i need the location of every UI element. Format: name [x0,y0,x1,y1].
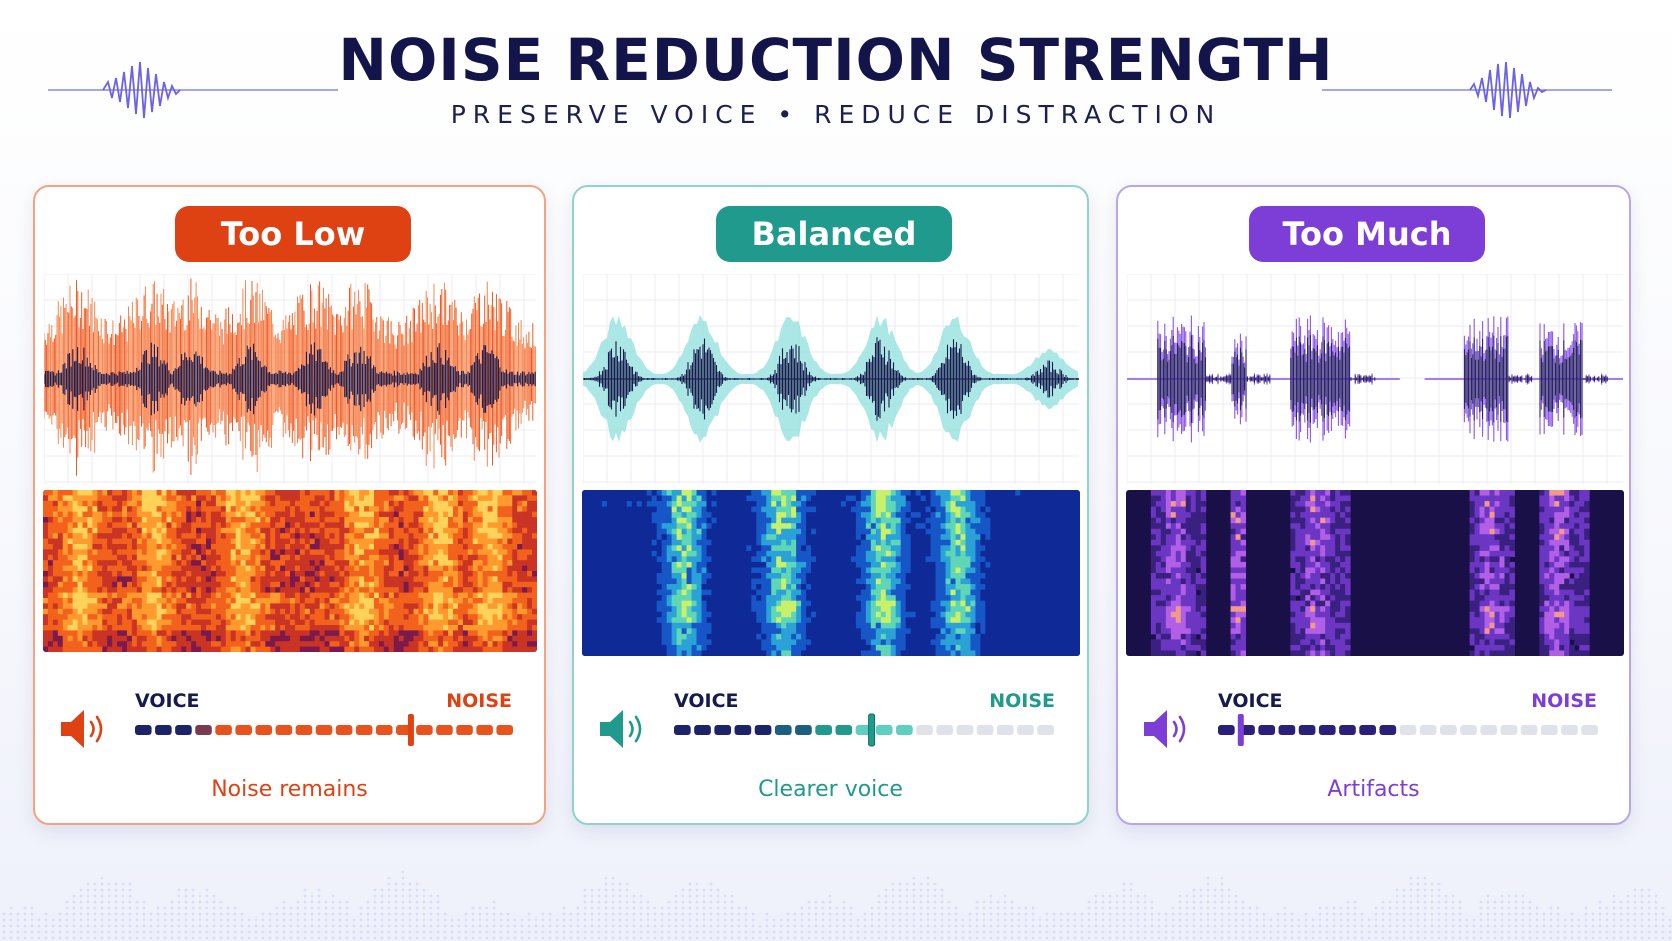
header: NOISE REDUCTION STRENGTH PRESERVE VOICE … [0,0,1672,150]
noise-label: NOISE [446,690,512,712]
voice-label: VOICE [674,690,739,712]
page-subtitle: PRESERVE VOICE • REDUCE DISTRACTION [450,100,1222,129]
bottom-dot-pattern [2,870,1672,940]
speaker-icon [1144,710,1186,748]
page-title: NOISE REDUCTION STRENGTH [338,26,1334,94]
balanced-badge: Balanced [716,206,952,262]
left-decor-waveform-icon [48,61,338,119]
balanced-caption: Clearer voice [758,777,903,802]
too-low-spectrogram [43,490,537,652]
right-decor-waveform-icon [1322,61,1612,119]
panel-too-much: Too Much VOICE NOISE Artifacts [1116,185,1631,825]
too-low-badge: Too Low [175,206,411,262]
voice-label: VOICE [135,690,200,712]
noise-label: NOISE [989,690,1055,712]
voice-noise-meter [1218,714,1598,746]
panel-balanced: Balanced VOICE NOISE Clearer voice [572,185,1089,825]
speaker-icon [600,710,642,748]
too-much-waveform [1127,274,1623,484]
too-much-badge: Too Much [1249,206,1485,262]
too-low-waveform [44,274,536,484]
voice-label: VOICE [1218,690,1283,712]
too-low-caption: Noise remains [211,777,368,802]
too-much-caption: Artifacts [1327,777,1420,802]
voice-noise-meter [135,714,513,746]
panel-too-low: Too Low VOICE NOISE Noise remains [33,185,546,825]
voice-noise-meter [674,713,1054,747]
too-much-spectrogram [1126,490,1624,656]
speaker-icon [61,710,103,748]
balanced-waveform [583,274,1079,484]
noise-label: NOISE [1531,690,1597,712]
balanced-spectrogram [582,490,1080,656]
